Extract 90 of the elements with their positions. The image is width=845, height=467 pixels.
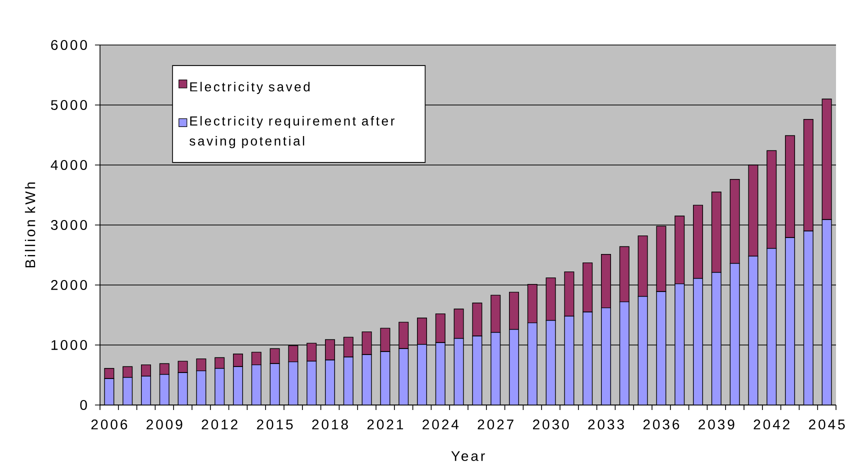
y-tick-label: 2000 bbox=[51, 280, 87, 290]
y-tick-label: 4000 bbox=[50, 160, 87, 170]
bar bbox=[380, 351, 390, 405]
bar bbox=[803, 230, 814, 405]
bar bbox=[251, 352, 262, 366]
bar bbox=[159, 374, 170, 405]
bar bbox=[546, 277, 556, 321]
bar bbox=[398, 348, 409, 405]
x-tick-label: 2024 bbox=[422, 420, 458, 430]
bar bbox=[251, 364, 262, 405]
bar bbox=[398, 322, 409, 349]
y-tick-label: 6000 bbox=[51, 40, 87, 50]
bar bbox=[546, 320, 556, 405]
x-axis-title: Year bbox=[451, 451, 485, 462]
bar bbox=[472, 336, 482, 405]
bar bbox=[214, 368, 225, 405]
x-tick-label: 2015 bbox=[256, 420, 293, 430]
bar bbox=[288, 361, 298, 405]
x-tick-label: 2036 bbox=[643, 420, 680, 430]
y-tick-label: 5000 bbox=[51, 100, 87, 110]
bar bbox=[601, 307, 612, 405]
bar bbox=[711, 272, 722, 405]
bar bbox=[343, 336, 354, 358]
bar bbox=[214, 357, 225, 369]
bar bbox=[362, 354, 372, 405]
x-tick-label: 2045 bbox=[809, 420, 845, 430]
bar bbox=[435, 313, 446, 343]
bar bbox=[766, 248, 777, 405]
y-tick-label: 3000 bbox=[50, 220, 87, 230]
bar bbox=[490, 294, 501, 333]
bar bbox=[674, 283, 685, 405]
x-tick-label: 2027 bbox=[478, 420, 514, 430]
x-tick-label: 2039 bbox=[698, 420, 734, 430]
bar bbox=[822, 219, 832, 405]
bar bbox=[233, 366, 243, 405]
bar bbox=[527, 322, 538, 405]
bar bbox=[638, 296, 648, 405]
bar bbox=[656, 226, 666, 292]
bar bbox=[196, 358, 206, 372]
bar bbox=[454, 308, 464, 339]
bar bbox=[730, 263, 740, 405]
x-tick-label: 2012 bbox=[202, 420, 238, 430]
bar bbox=[306, 342, 317, 362]
x-tick-label: 2033 bbox=[588, 420, 624, 430]
bar bbox=[693, 278, 704, 405]
x-tick-label: 2018 bbox=[312, 420, 348, 430]
bar bbox=[233, 354, 243, 367]
bar bbox=[619, 301, 630, 405]
bar bbox=[141, 376, 151, 405]
bar bbox=[564, 316, 574, 405]
bar bbox=[141, 364, 151, 377]
legend-label: Electricity requirement after saving potential bbox=[190, 116, 394, 148]
bar bbox=[472, 302, 482, 336]
bar bbox=[582, 262, 593, 312]
bar bbox=[178, 360, 188, 373]
bar bbox=[601, 254, 612, 308]
bar bbox=[582, 312, 593, 405]
bar bbox=[656, 291, 666, 405]
y-tick-label: 0 bbox=[80, 400, 87, 410]
y-tick-label: 1000 bbox=[52, 340, 87, 350]
bar bbox=[362, 331, 372, 355]
bar bbox=[306, 360, 317, 405]
bar bbox=[527, 284, 538, 324]
bar bbox=[435, 342, 446, 405]
bar bbox=[288, 345, 298, 362]
bar bbox=[325, 360, 335, 405]
y-axis-title: Billion kWh bbox=[24, 182, 36, 268]
bar bbox=[490, 332, 501, 405]
bar bbox=[380, 328, 390, 352]
bar bbox=[325, 339, 335, 360]
x-tick-label: 2042 bbox=[754, 420, 790, 430]
bar bbox=[619, 246, 630, 302]
bar bbox=[122, 366, 133, 378]
x-tick-label: 2006 bbox=[91, 420, 128, 430]
bar bbox=[454, 338, 464, 405]
bar bbox=[417, 318, 427, 345]
bar bbox=[196, 370, 206, 405]
bar bbox=[509, 292, 520, 330]
x-tick-label: 2030 bbox=[532, 420, 569, 430]
bar bbox=[417, 344, 427, 405]
bar bbox=[159, 363, 170, 375]
x-tick-label: 2009 bbox=[146, 420, 182, 430]
bar bbox=[638, 235, 648, 297]
bar bbox=[748, 256, 758, 405]
legend-label: Electricity saved bbox=[190, 82, 310, 94]
bar bbox=[509, 329, 520, 405]
x-tick-label: 2021 bbox=[367, 420, 404, 430]
bar bbox=[785, 237, 796, 405]
bar bbox=[564, 271, 574, 317]
bar bbox=[270, 348, 280, 364]
